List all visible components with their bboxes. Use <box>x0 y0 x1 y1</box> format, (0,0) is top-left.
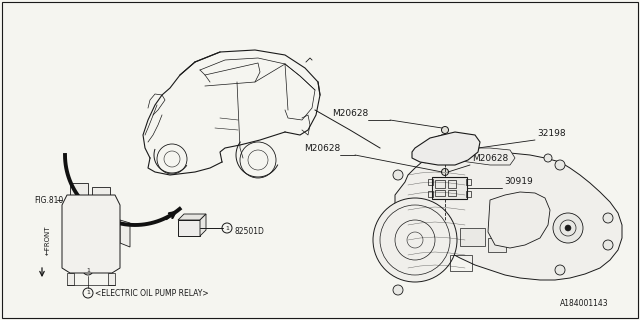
Polygon shape <box>412 132 480 165</box>
Circle shape <box>555 265 565 275</box>
Bar <box>65 223 75 231</box>
Polygon shape <box>178 220 200 236</box>
Polygon shape <box>200 214 206 236</box>
Polygon shape <box>108 273 115 285</box>
Text: 82501D: 82501D <box>234 227 264 236</box>
Bar <box>435 180 445 188</box>
Bar <box>96 217 110 228</box>
Circle shape <box>393 170 403 180</box>
Circle shape <box>565 225 571 231</box>
Circle shape <box>555 160 565 170</box>
Bar <box>448 180 456 188</box>
Bar <box>96 231 110 242</box>
Circle shape <box>442 126 449 133</box>
Text: M20628: M20628 <box>332 109 368 118</box>
Bar <box>428 179 433 185</box>
Text: 1: 1 <box>86 268 90 273</box>
Text: 30919: 30919 <box>504 177 532 186</box>
Bar <box>92 187 110 195</box>
Bar <box>70 183 88 195</box>
Bar <box>65 243 75 251</box>
Polygon shape <box>67 273 74 285</box>
Bar <box>65 233 75 241</box>
Text: ←FRONT: ←FRONT <box>45 225 51 255</box>
Text: 1: 1 <box>86 291 90 295</box>
Circle shape <box>373 198 457 282</box>
Circle shape <box>553 213 583 243</box>
Bar <box>65 203 75 211</box>
Text: A184001143: A184001143 <box>560 299 609 308</box>
Text: M20628: M20628 <box>304 144 340 153</box>
Text: FIG.810: FIG.810 <box>34 196 63 204</box>
Bar <box>65 213 75 221</box>
Bar <box>78 231 92 242</box>
Circle shape <box>486 151 494 159</box>
Bar <box>78 203 92 214</box>
Polygon shape <box>178 214 206 220</box>
Text: <ELECTRIC OIL PUMP RELAY>: <ELECTRIC OIL PUMP RELAY> <box>95 289 209 298</box>
Bar <box>432 177 467 199</box>
Bar <box>466 191 471 197</box>
Circle shape <box>544 154 552 162</box>
Circle shape <box>419 148 426 156</box>
Bar <box>450 255 472 271</box>
Bar <box>466 179 471 185</box>
Circle shape <box>465 145 472 151</box>
Bar <box>488 238 506 252</box>
Bar <box>448 190 456 196</box>
Polygon shape <box>62 195 120 273</box>
Circle shape <box>603 240 613 250</box>
Circle shape <box>442 169 449 175</box>
Polygon shape <box>120 220 130 247</box>
Bar <box>76 259 106 267</box>
Bar <box>435 190 445 196</box>
Circle shape <box>603 213 613 223</box>
Polygon shape <box>395 152 622 280</box>
Circle shape <box>393 285 403 295</box>
Polygon shape <box>488 192 550 248</box>
Text: M20628: M20628 <box>472 154 508 163</box>
Bar <box>460 228 485 246</box>
Text: 32198: 32198 <box>537 129 566 138</box>
Bar <box>65 253 75 261</box>
Text: 1: 1 <box>225 226 229 230</box>
Bar <box>428 191 433 197</box>
Bar <box>96 203 110 214</box>
Polygon shape <box>435 148 515 165</box>
Bar <box>78 217 92 228</box>
Bar <box>76 245 106 257</box>
